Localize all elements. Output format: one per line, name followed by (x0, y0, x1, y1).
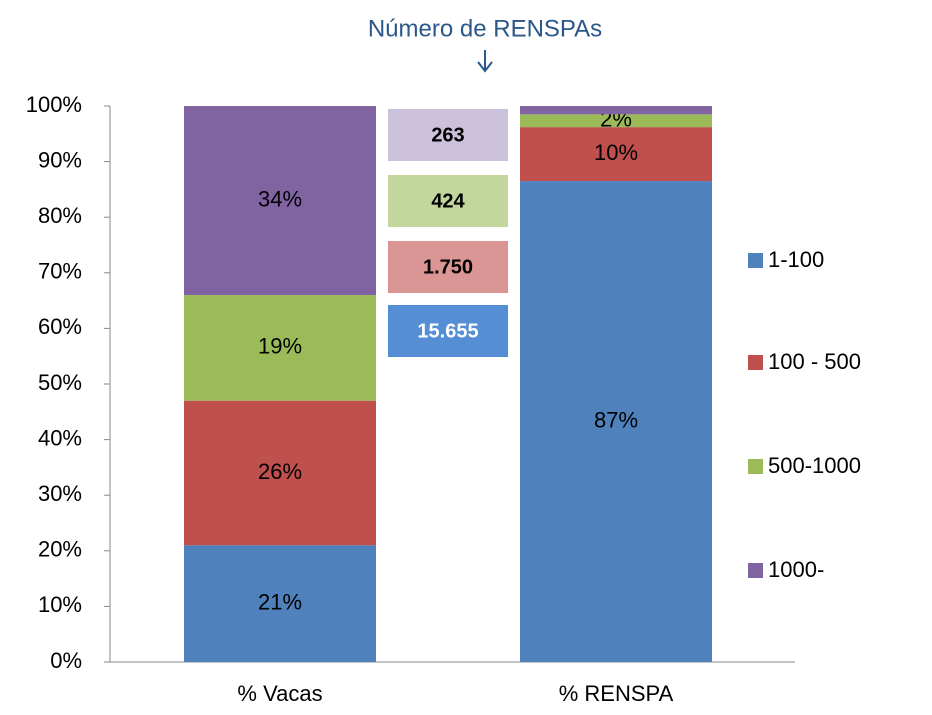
y-tick-label: 50% (38, 370, 82, 395)
count-label: 15.655 (417, 320, 478, 342)
y-tick-label: 90% (38, 147, 82, 172)
y-tick-label: 70% (38, 259, 82, 284)
data-label: 34% (258, 186, 302, 211)
data-label: 19% (258, 334, 302, 359)
chart-title: Número de RENSPAs (368, 15, 602, 42)
y-tick-label: 80% (38, 203, 82, 228)
legend-swatch (748, 355, 763, 370)
bar-segment (184, 295, 376, 401)
y-tick-label: 40% (38, 425, 82, 450)
count-box (388, 241, 508, 293)
bar-segment (520, 106, 712, 115)
legend-label: 500-1000 (768, 453, 861, 478)
bar-segment (184, 545, 376, 662)
y-tick-label: 20% (38, 537, 82, 562)
legend-label: 100 - 500 (768, 349, 861, 374)
legend-label: 1000- (768, 557, 824, 582)
count-box (388, 305, 508, 357)
y-tick-label: 30% (38, 481, 82, 506)
legend-swatch (748, 253, 763, 268)
bar-segment (520, 181, 712, 662)
title-arrow (477, 50, 493, 73)
y-tick-label: 60% (38, 314, 82, 339)
data-label: 10% (594, 140, 638, 165)
count-label: 424 (431, 190, 465, 212)
x-tick-label: % RENSPA (559, 681, 674, 706)
y-tick-label: 100% (26, 92, 82, 117)
data-label: 26% (258, 459, 302, 484)
legend-swatch (748, 459, 763, 474)
bar-segment (520, 127, 712, 182)
legend-swatch (748, 563, 763, 578)
legend-label: 1-100 (768, 247, 824, 272)
count-label: 263 (431, 124, 464, 146)
bar-segment (184, 400, 376, 546)
data-label: 21% (258, 589, 302, 614)
y-tick-label: 0% (50, 648, 82, 673)
count-box (388, 109, 508, 161)
count-label: 1.750 (423, 256, 473, 278)
data-label: 87% (594, 407, 638, 432)
bar-segment (184, 106, 376, 296)
x-tick-label: % Vacas (237, 681, 322, 706)
bar-segment (520, 114, 712, 128)
count-box (388, 175, 508, 227)
y-tick-label: 10% (38, 592, 82, 617)
